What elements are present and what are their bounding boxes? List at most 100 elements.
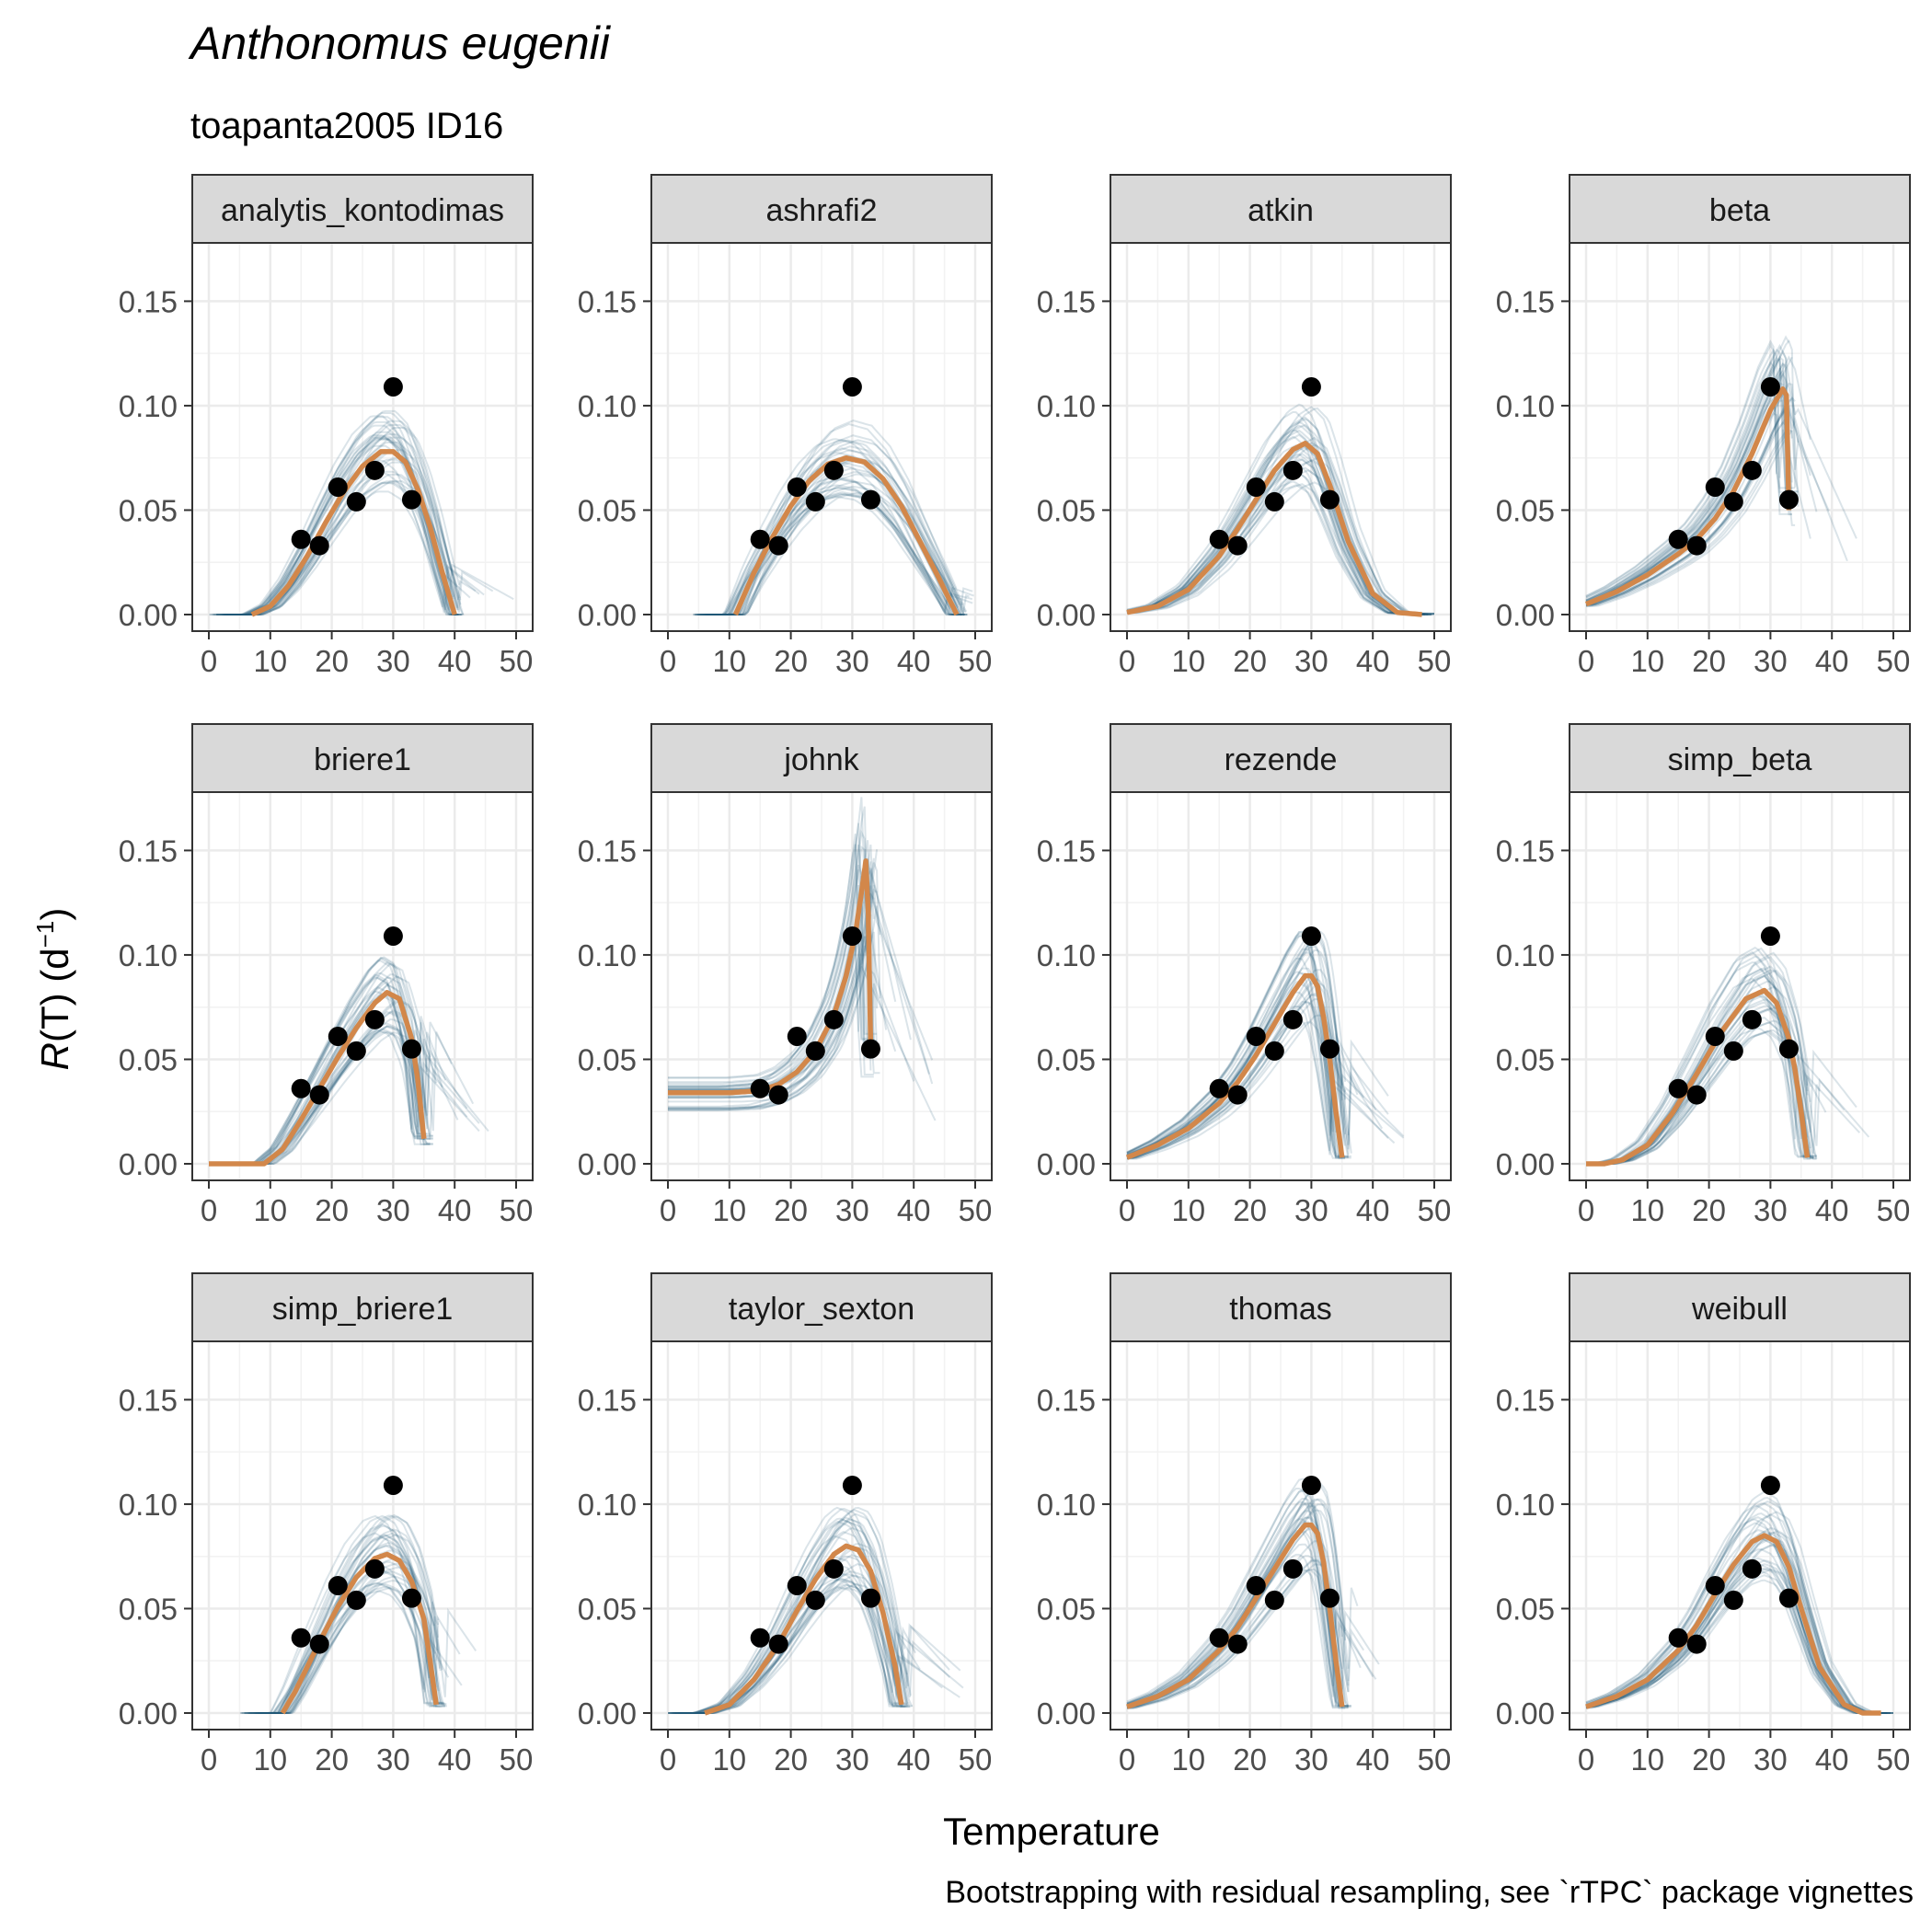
fitted-curve bbox=[280, 1551, 439, 1715]
bootstrap-curve bbox=[1585, 343, 1818, 597]
x-tick-label: 20 bbox=[1233, 1193, 1267, 1227]
y-tick-label: 0.05 bbox=[1037, 1592, 1096, 1626]
data-point bbox=[1282, 1009, 1303, 1029]
fitted-curve bbox=[732, 454, 960, 616]
x-tick-label: 30 bbox=[1294, 1193, 1328, 1227]
x-tick-label: 50 bbox=[500, 644, 534, 678]
data-point bbox=[309, 1634, 329, 1654]
bootstrap-curve bbox=[668, 884, 934, 1098]
bootstrap-curve bbox=[1586, 947, 1817, 1165]
bootstrap-curve bbox=[1586, 1006, 1846, 1165]
x-tick-label: 10 bbox=[1630, 1742, 1664, 1777]
x-tick-label: 10 bbox=[1171, 1193, 1205, 1227]
bootstrap-curve bbox=[693, 478, 958, 615]
data-point bbox=[1686, 535, 1707, 556]
y-tick-label: 0.10 bbox=[1496, 389, 1555, 423]
bootstrap-curve bbox=[1585, 1518, 1881, 1714]
chart-subtitle: toapanta2005 ID16 bbox=[190, 106, 503, 146]
bootstrap-curve bbox=[1585, 1522, 1893, 1714]
data-point bbox=[291, 529, 311, 549]
x-tick-label: 50 bbox=[500, 1193, 534, 1227]
bootstrap-curve bbox=[668, 936, 872, 1110]
bootstrap-curve bbox=[261, 1528, 441, 1714]
data-point bbox=[1227, 1085, 1248, 1105]
panel-plot-area bbox=[1585, 926, 1870, 1167]
y-tick-label: 0.05 bbox=[1496, 493, 1555, 527]
facet-strip-label: thomas bbox=[1229, 1292, 1332, 1327]
bootstrap-curve bbox=[1585, 349, 1799, 599]
bootstrap-curve bbox=[1126, 435, 1422, 615]
bootstrap-curve bbox=[707, 487, 962, 615]
bootstrap-curve bbox=[1126, 1530, 1351, 1708]
y-tick-label: 0.00 bbox=[1037, 1147, 1096, 1181]
y-tick-label: 0.10 bbox=[1037, 1488, 1096, 1522]
data-point bbox=[1686, 1634, 1707, 1654]
bootstrap-curve bbox=[697, 496, 962, 615]
bootstrap-curve bbox=[1586, 1535, 1888, 1714]
x-tick-label: 20 bbox=[1692, 1193, 1726, 1227]
data-point bbox=[364, 460, 385, 480]
data-point bbox=[860, 489, 880, 510]
x-tick-label: 40 bbox=[438, 1742, 472, 1777]
y-tick-label: 0.00 bbox=[578, 598, 637, 632]
y-tick-label: 0.10 bbox=[578, 389, 637, 423]
y-tick-label: 0.15 bbox=[119, 1383, 178, 1417]
data-point bbox=[328, 1575, 348, 1595]
bootstrap-curve bbox=[1126, 430, 1422, 615]
facet-strip bbox=[650, 723, 993, 793]
x-tick-label: 20 bbox=[1233, 644, 1267, 678]
data-point bbox=[805, 1590, 825, 1610]
bootstrap-curve bbox=[244, 1544, 440, 1714]
bootstrap-curve bbox=[1126, 1488, 1342, 1707]
x-tick-label: 10 bbox=[253, 1742, 287, 1777]
bootstrap-curve bbox=[1586, 396, 1796, 606]
bootstrap-curve bbox=[697, 486, 959, 615]
fitted-curve bbox=[704, 1543, 904, 1716]
data-point bbox=[291, 1078, 311, 1098]
bootstrap-curve bbox=[1586, 977, 1808, 1165]
y-axis-label-close: ) bbox=[33, 908, 76, 921]
facet-strip bbox=[1110, 1272, 1452, 1342]
x-tick-label: 50 bbox=[1877, 1193, 1911, 1227]
x-tick-label: 30 bbox=[1754, 1742, 1788, 1777]
data-point bbox=[805, 1041, 825, 1061]
data-point bbox=[346, 1590, 366, 1610]
bootstrap-curve bbox=[230, 459, 471, 615]
data-point bbox=[1778, 489, 1799, 510]
bootstrap-curve bbox=[1127, 407, 1429, 615]
facet-strip-label: atkin bbox=[1248, 193, 1314, 228]
y-tick-label: 0.05 bbox=[1037, 493, 1096, 527]
bootstrap-curve bbox=[262, 1514, 444, 1714]
data-point bbox=[750, 1627, 770, 1648]
bootstrap-curve bbox=[696, 420, 968, 615]
bootstrap-curve bbox=[711, 434, 965, 615]
x-tick-label: 40 bbox=[1815, 1742, 1849, 1777]
facet-panel-thomas: thomas 0.00 0.05 0.10 0.15 0 10 20 30 40 50 bbox=[1037, 1272, 1452, 1777]
bootstrap-curve bbox=[1586, 1531, 1881, 1714]
panel-border bbox=[1110, 1340, 1452, 1731]
data-point bbox=[842, 1476, 862, 1496]
bootstrap-curve bbox=[1126, 935, 1346, 1157]
bootstrap-curve bbox=[709, 438, 965, 615]
data-point bbox=[1705, 1575, 1725, 1595]
data-point bbox=[823, 1558, 844, 1579]
panel-plot-area bbox=[1585, 1476, 1893, 1716]
facet-panel-weibull: weibull 0.00 0.05 0.10 0.15 0 10 20 30 40 50 bbox=[1496, 1272, 1911, 1777]
data-point bbox=[401, 1039, 421, 1059]
data-point bbox=[309, 1085, 329, 1105]
bootstrap-curve bbox=[1126, 410, 1425, 615]
bootstrap-curve bbox=[694, 477, 962, 615]
data-point bbox=[1723, 1590, 1743, 1610]
bootstrap-curve bbox=[1585, 1504, 1891, 1714]
bootstrap-curve bbox=[223, 461, 461, 615]
bootstrap-curve bbox=[1126, 443, 1425, 615]
x-tick-label: 20 bbox=[774, 1742, 808, 1777]
x-tick-label: 10 bbox=[1171, 1742, 1205, 1777]
data-point bbox=[787, 1575, 807, 1595]
bootstrap-curve bbox=[241, 1523, 440, 1714]
panel-plot-area bbox=[668, 797, 937, 1121]
x-tick-label: 30 bbox=[376, 1193, 410, 1227]
bootstrap-curve bbox=[1585, 343, 1797, 602]
facet-strip bbox=[191, 174, 534, 244]
bootstrap-curve bbox=[1126, 991, 1346, 1159]
